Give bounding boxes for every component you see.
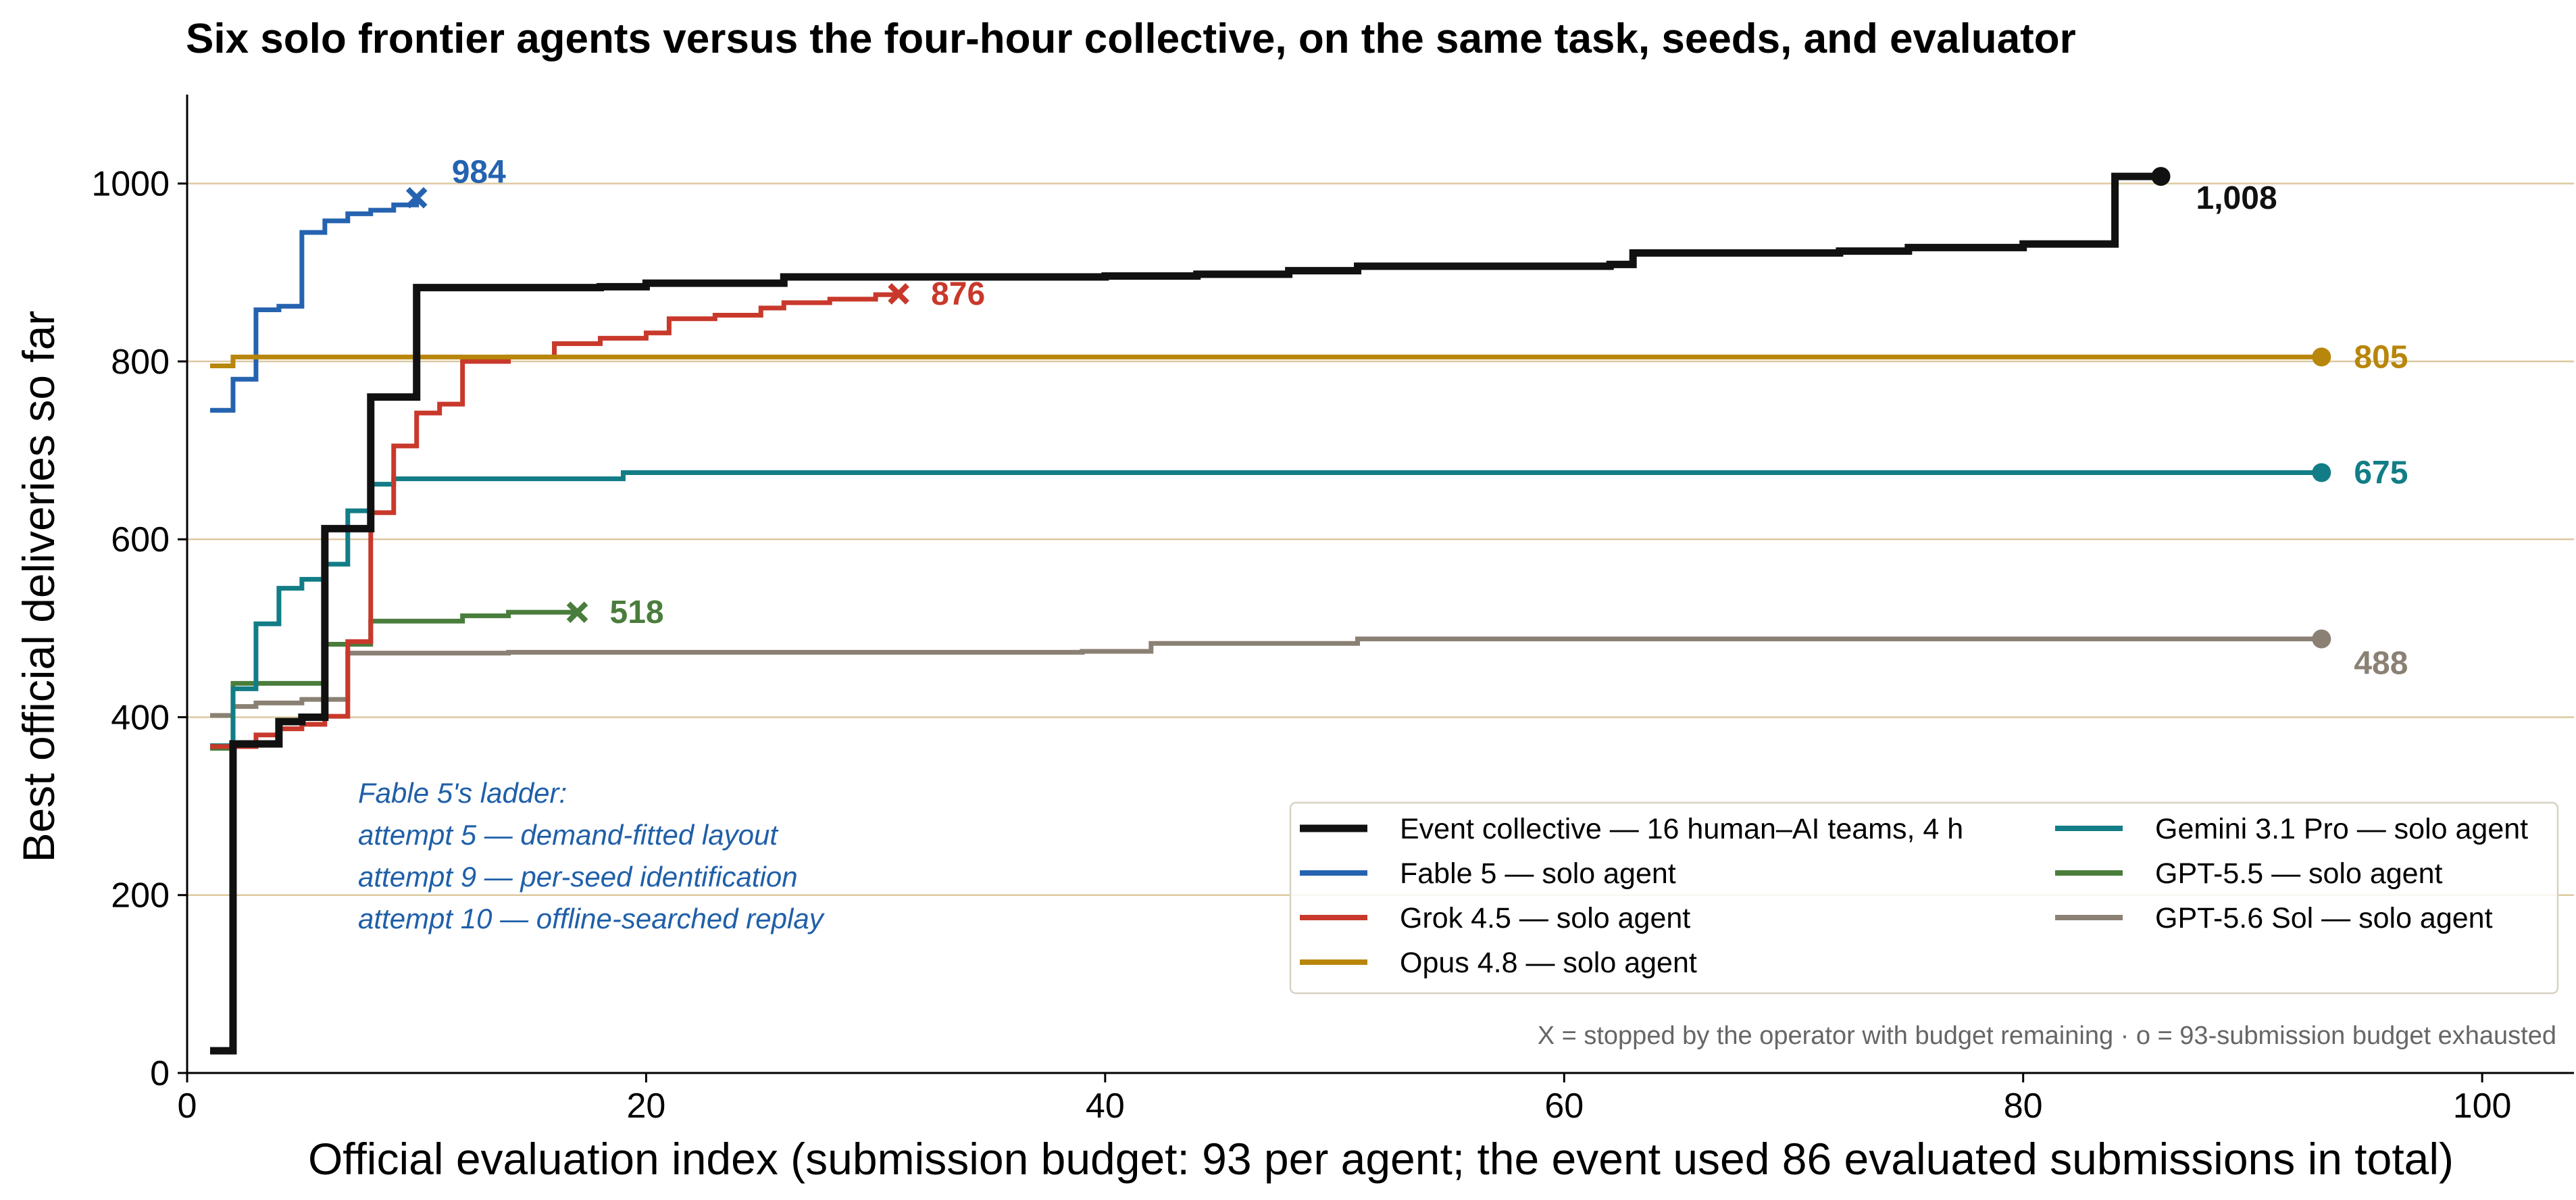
y-tick-label-0: 0 bbox=[150, 1054, 170, 1093]
end-label-3: 805 bbox=[2354, 339, 2408, 375]
legend-label-3: Opus 4.8 — solo agent bbox=[1400, 947, 1697, 979]
end-label-5: 518 bbox=[610, 595, 664, 630]
x-axis-title: Official evaluation index (submission bu… bbox=[308, 1134, 2454, 1184]
series-line-3 bbox=[209, 354, 2322, 368]
end-marker-x-5 bbox=[566, 601, 588, 623]
annotation-line-1: attempt 5 — demand-fitted layout bbox=[358, 819, 779, 851]
end-label-0: 1,008 bbox=[2196, 180, 2277, 216]
legend: Event collective — 16 human–AI teams, 4 … bbox=[1289, 801, 2559, 1050]
end-marker-x-1 bbox=[405, 186, 428, 209]
series-line-4 bbox=[209, 470, 2322, 749]
end-marker-dot-3 bbox=[2312, 347, 2331, 367]
legend-box bbox=[1289, 801, 2559, 995]
x-tick-label-0: 0 bbox=[178, 1086, 197, 1126]
annotation: Fable 5's ladder: attempt 5 — demand-fitt… bbox=[358, 777, 826, 934]
end-marker-dot-4 bbox=[2312, 463, 2331, 482]
y-tick-label-800: 800 bbox=[111, 343, 170, 382]
annotation-line-3: attempt 10 — offline-searched replay bbox=[358, 903, 826, 934]
annotation-line-0: Fable 5's ladder: bbox=[358, 777, 567, 809]
legend-label-5: GPT-5.5 — solo agent bbox=[2155, 857, 2442, 890]
end-marker-x-2 bbox=[888, 283, 909, 305]
series-2: 876 bbox=[209, 276, 985, 749]
series-line-5 bbox=[209, 609, 578, 751]
annotation-line-2: attempt 9 — per-seed identification bbox=[358, 861, 798, 893]
y-tick-label-400: 400 bbox=[111, 698, 170, 737]
x-tick-label-40: 40 bbox=[1086, 1086, 1125, 1126]
x-tick-label-100: 100 bbox=[2453, 1086, 2512, 1126]
y-tick-label-1000: 1000 bbox=[91, 165, 170, 204]
legend-label-6: GPT-5.6 Sol — solo agent bbox=[2155, 902, 2493, 934]
series-line-0 bbox=[209, 172, 2161, 1055]
series-0: 1,008 bbox=[209, 167, 2277, 1055]
series-4: 675 bbox=[209, 455, 2408, 749]
y-tick-label-600: 600 bbox=[111, 520, 170, 559]
series-1: 984 bbox=[209, 155, 506, 413]
end-label-6: 488 bbox=[2354, 646, 2408, 682]
series-3: 805 bbox=[209, 339, 2408, 375]
x-tick-label-20: 20 bbox=[627, 1086, 666, 1126]
series-line-2 bbox=[209, 292, 901, 749]
legend-label-2: Grok 4.5 — solo agent bbox=[1400, 902, 1690, 934]
legend-label-4: Gemini 3.1 Pro — solo agent bbox=[2155, 813, 2528, 845]
x-tick-label-80: 80 bbox=[2004, 1086, 2043, 1126]
y-tick-label-200: 200 bbox=[111, 876, 170, 916]
y-axis-title: Best official deliveries so far bbox=[14, 311, 64, 863]
series-line-1 bbox=[209, 197, 420, 413]
end-label-1: 984 bbox=[452, 155, 506, 191]
legend-label-1: Fable 5 — solo agent bbox=[1400, 857, 1676, 890]
series-line-6 bbox=[209, 636, 2322, 718]
legend-footnote: X = stopped by the operator with budget … bbox=[1538, 1022, 2556, 1050]
end-label-4: 675 bbox=[2354, 455, 2408, 491]
series-6: 488 bbox=[209, 629, 2408, 718]
chart-title: Six solo frontier agents versus the four… bbox=[186, 16, 2076, 62]
end-label-2: 876 bbox=[931, 276, 985, 312]
end-marker-dot-0 bbox=[2151, 167, 2171, 186]
x-tick-label-60: 60 bbox=[1544, 1086, 1584, 1126]
end-marker-dot-6 bbox=[2312, 629, 2331, 649]
series-lines: 488 518 675 876 984 805 1,008 bbox=[209, 155, 2408, 1055]
legend-label-0: Event collective — 16 human–AI teams, 4 … bbox=[1400, 813, 1963, 845]
